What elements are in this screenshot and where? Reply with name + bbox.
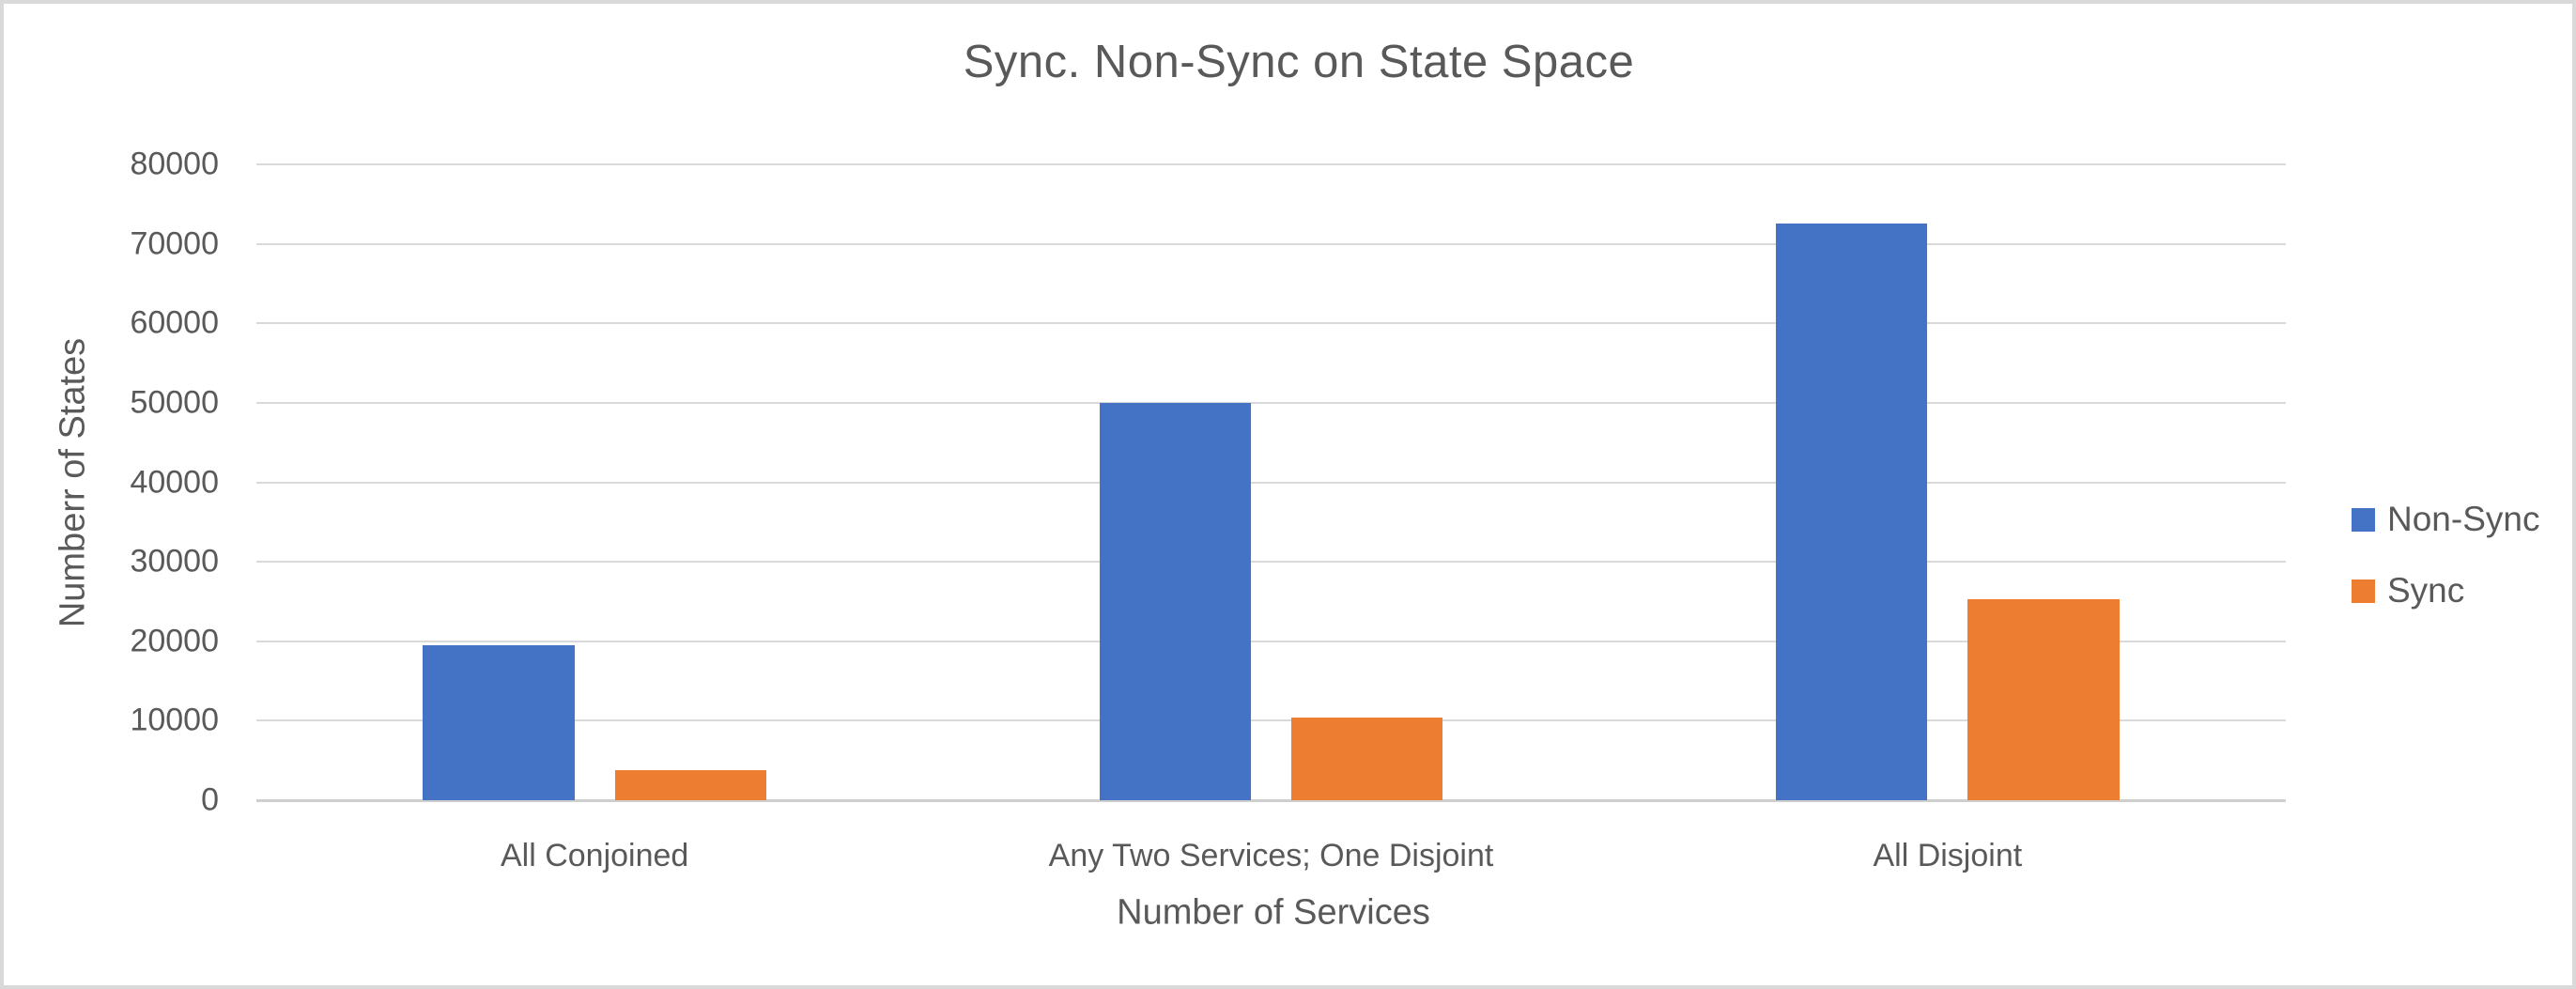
y-tick-label: 30000 [130, 543, 219, 579]
legend-label: Non-Sync [2387, 500, 2540, 538]
x-category-label: Any Two Services; One Disjoint [1048, 838, 1494, 873]
x-axis-line [256, 799, 2286, 802]
y-tick-label: 0 [201, 781, 219, 818]
gridline [256, 640, 2286, 642]
bar-sync-3 [1967, 598, 2120, 800]
y-tick-label: 50000 [130, 384, 219, 421]
legend-label: Sync [2387, 571, 2465, 610]
x-category-label: All Disjoint [1873, 838, 2023, 873]
gridline [256, 481, 2286, 484]
bar-sync-1 [614, 769, 767, 800]
x-axis-title: Number of Services [1117, 892, 1430, 933]
gridline [256, 401, 2286, 404]
y-tick-label: 10000 [130, 702, 219, 738]
y-tick-label: 40000 [130, 464, 219, 500]
gridline [256, 322, 2286, 325]
plot-area [256, 163, 2286, 802]
legend: Non-Sync Sync [2352, 498, 2539, 641]
bar-non-sync-3 [1775, 224, 1928, 800]
bar-sync-2 [1291, 718, 1443, 800]
legend-item-sync: Sync [2352, 569, 2539, 612]
chart-title: Sync. Non-Sync on State Space [963, 37, 1635, 87]
legend-swatch-icon [2352, 579, 2375, 603]
gridline [256, 561, 2286, 564]
bar-non-sync-1 [423, 644, 575, 800]
y-tick-label: 80000 [130, 146, 219, 182]
y-tick-label: 20000 [130, 623, 219, 659]
y-axis-title: Numberr of States [53, 337, 93, 628]
x-category-label: All Conjoined [500, 838, 689, 873]
gridline [256, 719, 2286, 722]
gridline [256, 242, 2286, 245]
legend-item-non-sync: Non-Sync [2352, 498, 2539, 541]
legend-swatch-icon [2352, 507, 2375, 532]
y-tick-label: 70000 [130, 225, 219, 262]
y-tick-label: 60000 [130, 304, 219, 341]
gridline [256, 163, 2286, 165]
bar-non-sync-2 [1099, 402, 1251, 800]
